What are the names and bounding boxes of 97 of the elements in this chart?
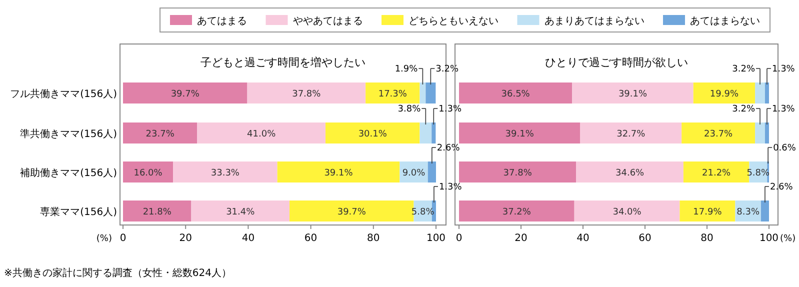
bar [428,162,436,182]
bar [764,82,769,104]
data-label: 1.3% [772,104,796,114]
bar [755,122,765,144]
legend-label: あてはまる [197,16,247,27]
bar [574,200,680,222]
data-label: 1.3% [438,104,462,114]
bar [326,122,420,144]
data-label: 8.3% [736,208,760,218]
data-label: 34.0% [612,208,642,218]
data-label: 34.6% [616,168,645,178]
bar [459,82,572,104]
bar [682,122,756,144]
x-tick-label: 100 [759,233,779,244]
data-label: 41.0% [247,130,276,140]
bar [277,162,400,182]
bar [173,162,278,182]
y-tick-label: 補助働きママ(156人) [20,167,118,179]
data-label: 39.7% [170,90,200,100]
data-label: 17.3% [378,90,408,100]
chart-title: ひとりで過ごす時間が欲しい [545,56,688,69]
bar [123,200,192,222]
data-label: 39.1% [618,90,648,100]
text: ※共働きの家計に関する調査（女性・総数624人） [4,267,232,279]
y-tick-label: 専業ママ(156人) [40,206,118,218]
x-tick-label: 40 [242,233,255,244]
bar [680,200,736,222]
bar [572,82,694,104]
data-label: 17.9% [693,208,722,218]
text: 子どもと過ごす時間を増やしたい [200,56,366,69]
x-tick-label: 60 [304,233,318,244]
data-label: 23.7% [146,130,175,140]
bar [432,122,436,144]
legend-label: どちらともいえない [408,16,498,27]
bar [755,82,765,104]
x-tick-label: 80 [367,233,380,244]
x-tick-label: 60 [638,233,652,244]
data-label: 36.5% [501,90,530,100]
x-tick-label: 40 [576,233,590,244]
data-label: 37.8% [292,90,322,100]
data-label: 3.2% [732,104,756,114]
legend-label: ややあてはまる [292,16,363,27]
data-label: 33.3% [210,168,240,178]
data-label: 19.9% [710,90,739,100]
data-label: 1.3% [438,182,462,192]
bar [693,82,756,104]
data-label: 1.3% [772,64,796,74]
data-label: 3.2% [732,64,756,74]
x-tick-label: 20 [514,233,528,244]
data-label: 0.6% [773,144,796,154]
data-label: 37.2% [502,208,532,218]
bar [123,122,198,144]
x-axis-title: (%) [780,234,796,244]
bar [420,122,432,144]
data-label: 23.7% [704,130,734,140]
bar [459,122,580,144]
bar [426,82,436,104]
bar [459,200,574,222]
bar [197,122,326,144]
data-label: 21.2% [702,168,732,178]
bar [290,200,414,222]
data-label: 32.7% [616,130,646,140]
y-tick-label: フル共働きママ(156人) [10,88,118,100]
data-label: 30.1% [358,130,388,140]
x-axis-title: (%) [96,234,112,244]
y-tick-label: 準共働きママ(156人) [20,128,118,140]
bar [123,82,248,104]
data-label: 3.8% [398,104,422,114]
data-label: 21.8% [142,208,172,218]
bar [420,82,426,104]
bar [191,200,290,222]
bar [123,162,174,182]
bar [683,162,750,182]
data-label: 39.1% [324,168,354,178]
legend-label: あてはまらない [690,16,760,27]
bar [576,162,684,182]
x-tick-label: 0 [120,233,126,244]
bar [366,82,420,104]
legend-label: あまりあてはまらない [544,16,644,27]
data-label: 37.8% [503,168,532,178]
data-label: 2.6% [770,182,794,192]
bar [764,122,769,144]
data-label: 2.6% [436,144,460,154]
x-tick-label: 100 [426,233,446,244]
data-label: 31.4% [226,208,256,218]
data-label: 1.9% [394,64,418,74]
x-tick-label: 0 [456,233,462,244]
data-label: 39.1% [505,130,534,140]
data-label: 9.0% [402,168,426,178]
x-tick-label: 80 [700,233,714,244]
data-label: 39.7% [337,208,366,218]
bar [459,162,576,182]
data-label: 16.0% [134,168,163,178]
bar [247,82,366,104]
x-tick-label: 20 [179,233,192,244]
bar [580,122,682,144]
bar [760,200,769,222]
